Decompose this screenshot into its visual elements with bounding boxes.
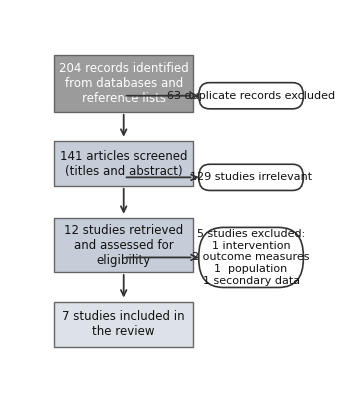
FancyBboxPatch shape: [199, 164, 303, 190]
Text: 63 duplicate records excluded: 63 duplicate records excluded: [167, 91, 335, 101]
Text: 7 studies included in
the review: 7 studies included in the review: [62, 310, 185, 338]
Text: 5 studies excluded:
1 intervention
2 outcome measures
1  population
1 secondary : 5 studies excluded: 1 intervention 2 out…: [192, 229, 310, 286]
Text: 12 studies retrieved
and assessed for
eligibility: 12 studies retrieved and assessed for el…: [64, 224, 183, 267]
FancyBboxPatch shape: [54, 141, 193, 186]
Text: 129 studies irrelevant: 129 studies irrelevant: [190, 172, 312, 182]
Text: 141 articles screened
(titles and abstract): 141 articles screened (titles and abstra…: [60, 150, 188, 178]
FancyBboxPatch shape: [199, 83, 303, 109]
FancyBboxPatch shape: [54, 218, 193, 272]
FancyBboxPatch shape: [54, 55, 193, 112]
FancyBboxPatch shape: [54, 302, 193, 347]
FancyBboxPatch shape: [199, 228, 303, 288]
Text: 204 records identified
from databases and
reference lists: 204 records identified from databases an…: [59, 62, 189, 105]
